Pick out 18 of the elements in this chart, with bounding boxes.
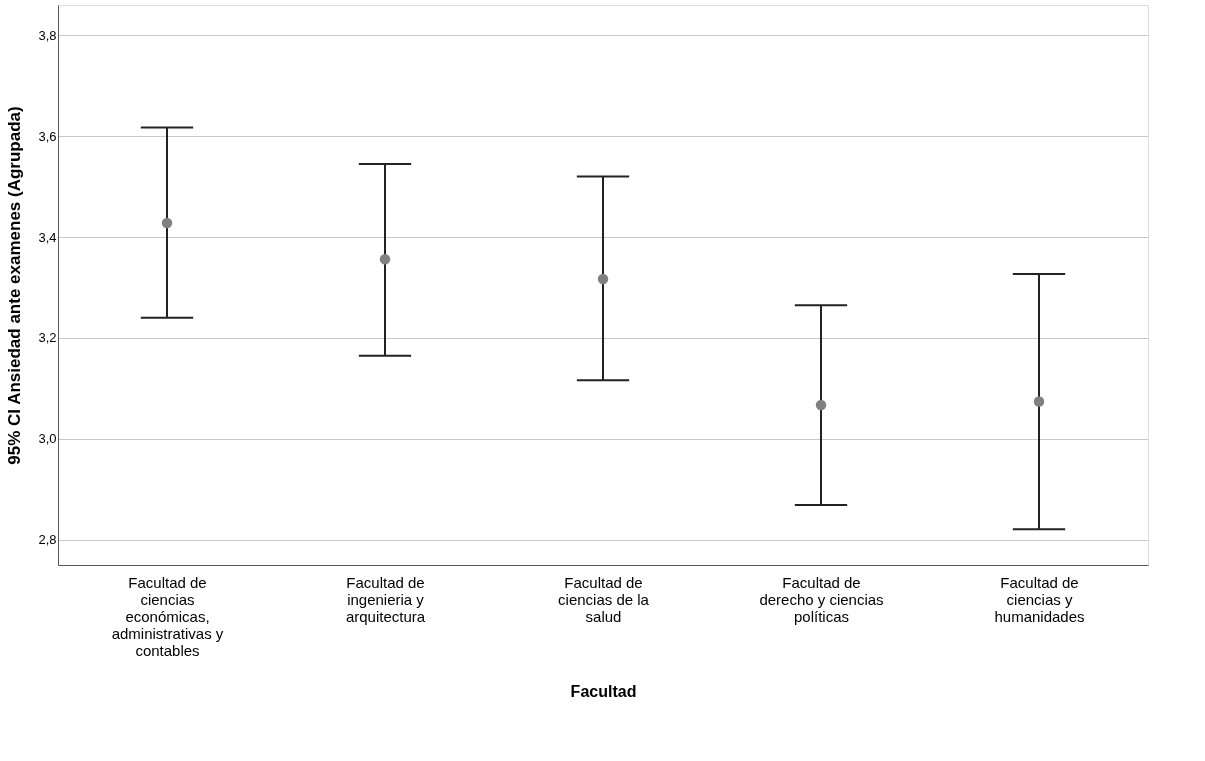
x-tick-label: Facultad de ingenieria y arquitectura (345, 573, 426, 625)
point (379, 254, 391, 265)
y-tick-label: 2,8 (38, 532, 57, 548)
y-tick-label: 3,0 (38, 431, 57, 447)
y-tick-label: 3,4 (38, 229, 57, 245)
point (161, 217, 173, 229)
y-axis-title: 95% CI Ansiedad ante examenes (Agrupada) (5, 106, 25, 465)
y-tick-label: 3,2 (38, 330, 57, 346)
x-tick-label: Facultad de derecho y ciencias políticas (759, 573, 884, 625)
x-axis-title: Facultad (570, 682, 637, 700)
point (815, 399, 827, 411)
y-tick-label: 3,6 (38, 128, 57, 144)
x-tick-label: Facultad de ciencias económicas, administrativas y contables (111, 573, 224, 659)
y-tick-label: 3,8 (38, 27, 57, 43)
point (1033, 396, 1045, 407)
x-tick-label: Facultad de ciencias y humanidades (994, 573, 1085, 625)
x-tick-label: Facultad de ciencias de la salud (558, 573, 650, 625)
point (597, 273, 609, 285)
